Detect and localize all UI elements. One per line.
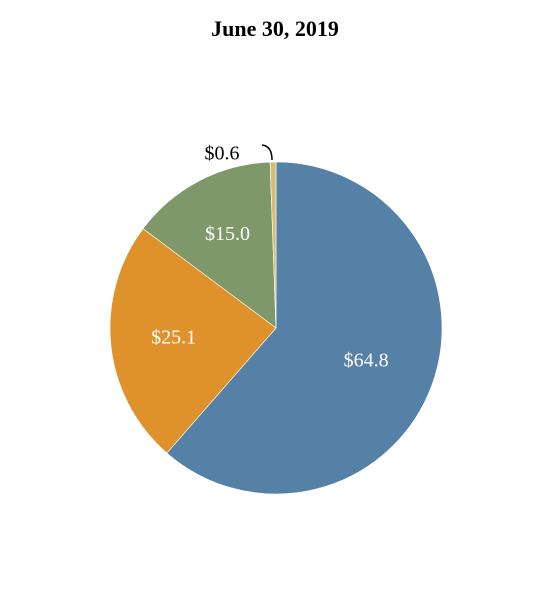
pie-slice-label-3: $15.0: [205, 223, 250, 245]
pie-slice-1: [166, 161, 443, 495]
pie-slice-4: [269, 161, 277, 329]
pie-slice-label-1: $64.8: [344, 349, 389, 371]
pie-slice-label-4: $0.6: [205, 143, 240, 165]
pie-leader-line: [261, 144, 273, 161]
pie-slices: [109, 161, 443, 495]
pie-slice-label-2: $25.1: [151, 326, 196, 348]
pie-labels: $64.8 $25.1 $15.0 $0.6: [151, 143, 388, 372]
chart-title: June 30, 2019: [211, 16, 339, 41]
pie-slice-2: [109, 228, 277, 454]
pie-slice-3: [142, 161, 277, 329]
